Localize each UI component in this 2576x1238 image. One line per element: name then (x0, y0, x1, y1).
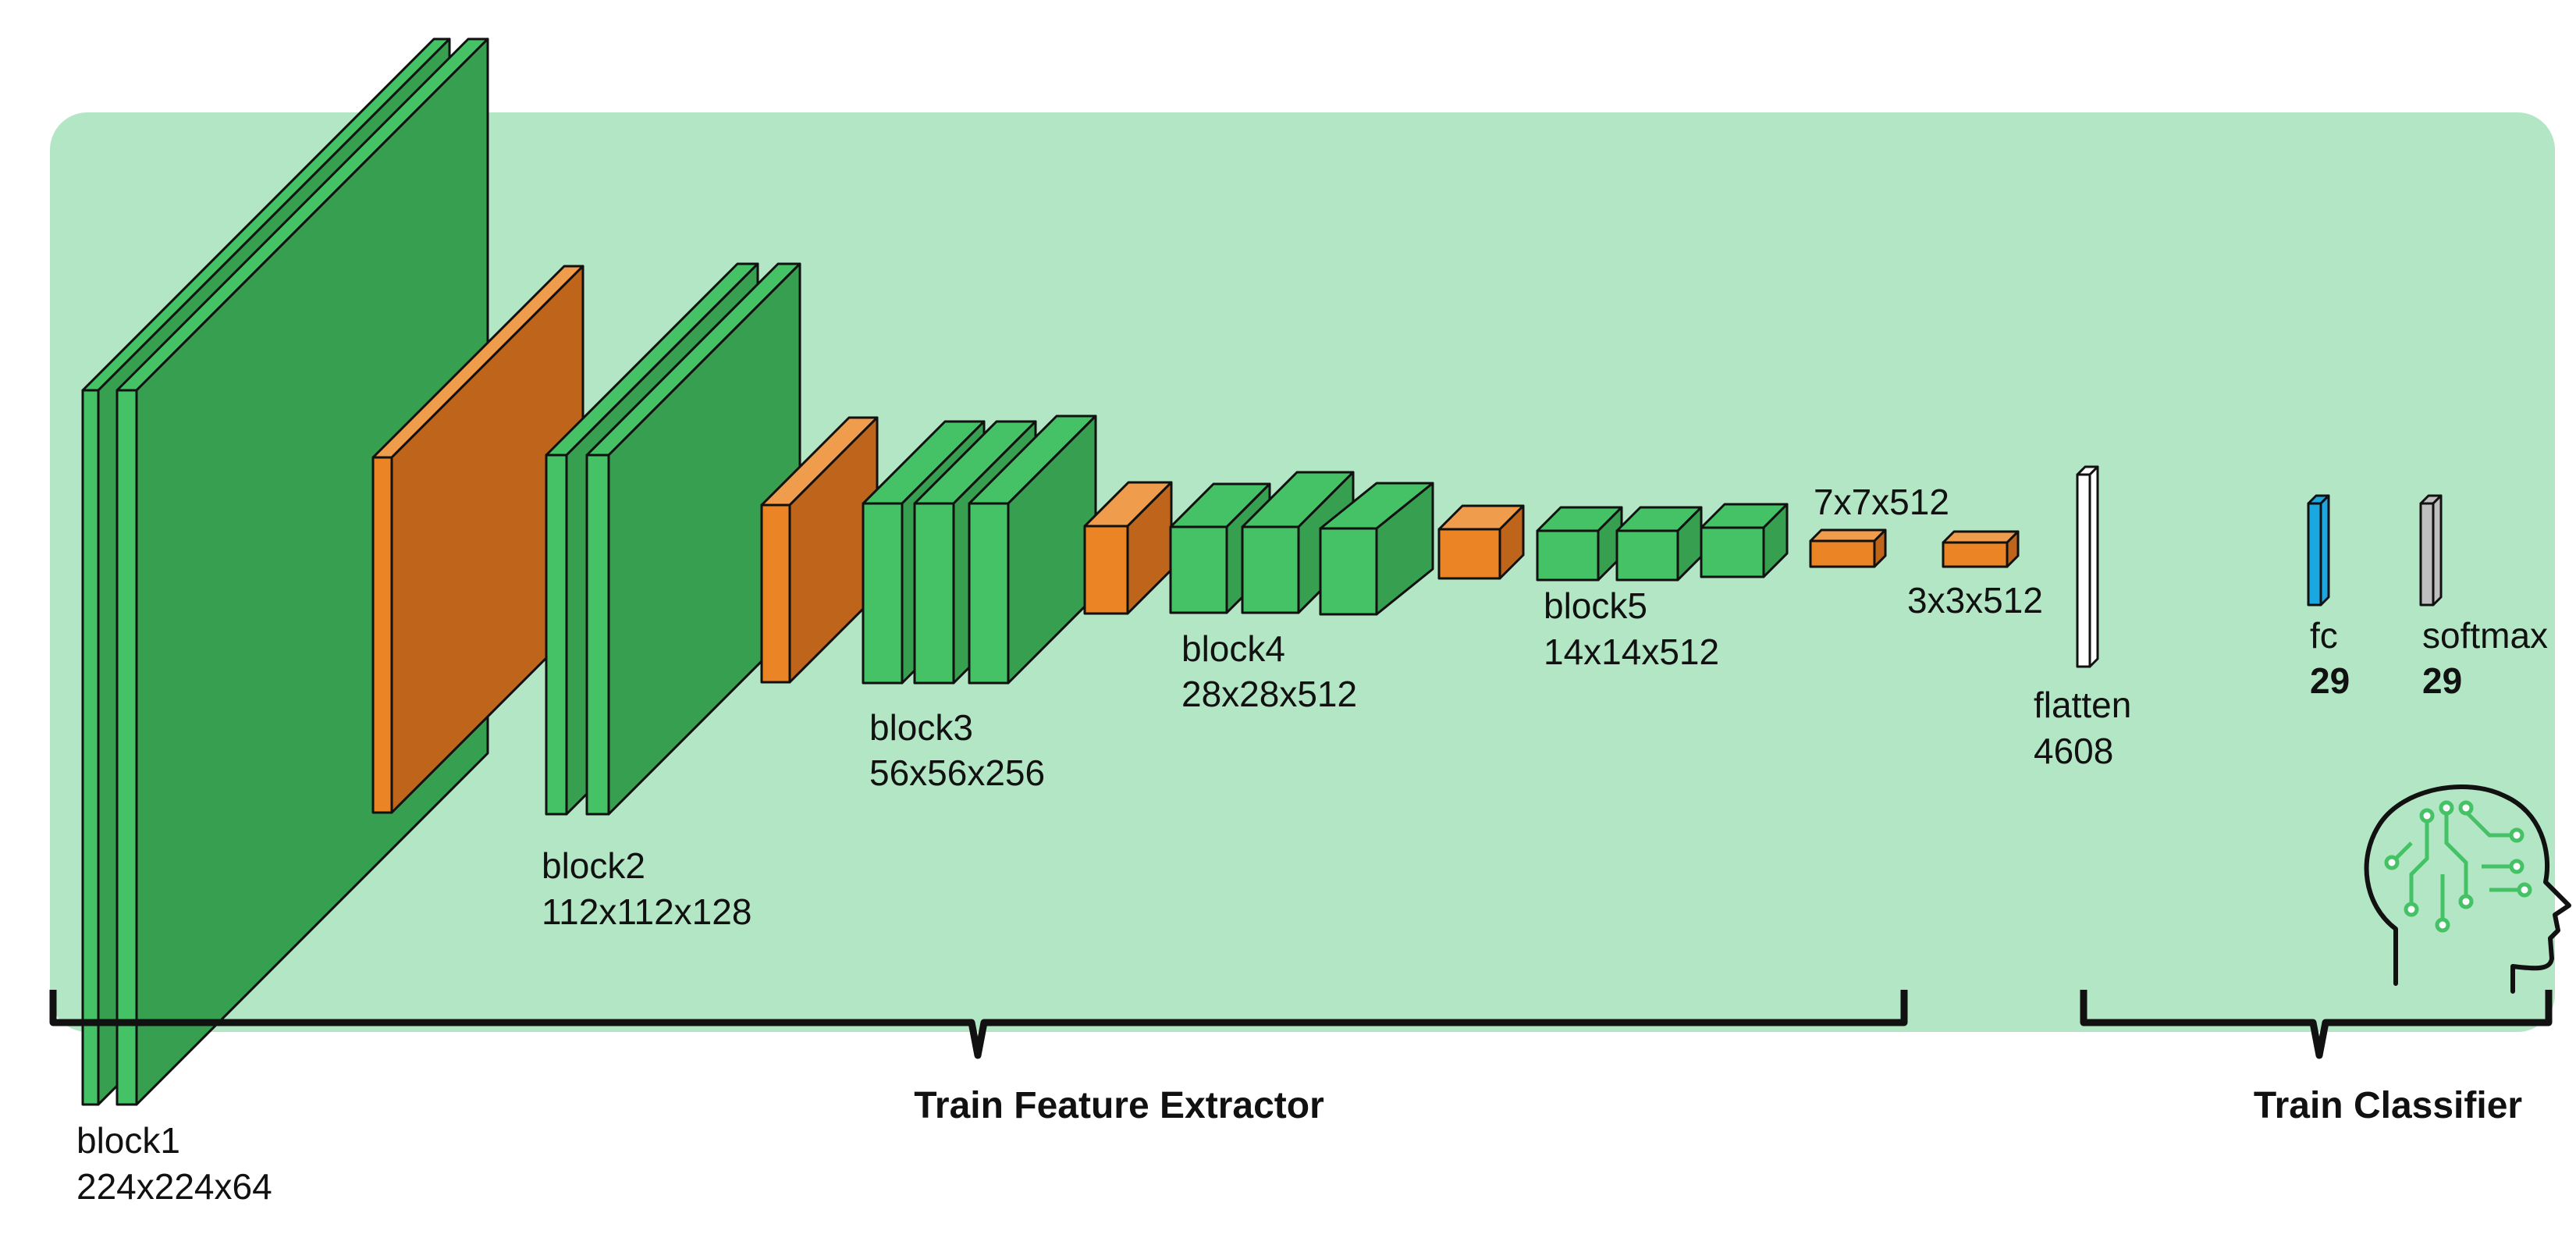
block1-dims: 224x224x64 (76, 1166, 272, 1207)
flatten-size: 4608 (2034, 731, 2113, 771)
block2-label: block2 (542, 845, 645, 886)
feature-extractor-title: Train Feature Extractor (914, 1085, 1324, 1126)
head-circuit-icon (2364, 784, 2571, 994)
block3-dims: 56x56x256 (869, 752, 1045, 793)
block5-dims: 14x14x512 (1544, 631, 1719, 672)
block2-conv-b (585, 262, 801, 816)
block1-pool (371, 265, 584, 814)
network-layers (81, 37, 2443, 1106)
block5-conv-c (1700, 503, 1789, 578)
block2-pool (760, 416, 879, 684)
pool6 (1942, 530, 2020, 568)
block2-dims: 112x112x128 (542, 891, 751, 932)
block4-dims: 28x28x512 (1181, 674, 1357, 714)
fc-layer (2307, 494, 2330, 607)
flatten-label: flatten (2034, 685, 2131, 725)
block4-pool (1437, 504, 1525, 580)
block1-conv-b (115, 37, 489, 1106)
softmax-size: 29 (2422, 660, 2462, 701)
softmax-layer (2419, 494, 2443, 607)
block5-conv-b (1615, 506, 1703, 582)
pool6-dims: 3x3x512 (1907, 580, 2043, 621)
fc-label: fc (2310, 615, 2338, 656)
block3-conv-c (968, 414, 1097, 685)
pool5 (1809, 528, 1887, 568)
block5-conv-a (1536, 506, 1623, 582)
block1-label: block1 (76, 1120, 180, 1161)
feature-extractor-bracket (49, 990, 1908, 1059)
flatten-layer (2076, 465, 2099, 668)
classifier-title: Train Classifier (2254, 1085, 2522, 1126)
block4-label: block4 (1181, 628, 1285, 669)
classifier-bracket (2080, 990, 2553, 1059)
block3-pool (1083, 481, 1173, 615)
fc-size: 29 (2310, 660, 2350, 701)
block5-label: block5 (1544, 585, 1647, 626)
block4-conv-c (1319, 482, 1434, 616)
softmax-label: softmax (2422, 615, 2548, 656)
pool5-dims: 7x7x512 (1814, 482, 1949, 522)
block3-label: block3 (869, 707, 973, 748)
